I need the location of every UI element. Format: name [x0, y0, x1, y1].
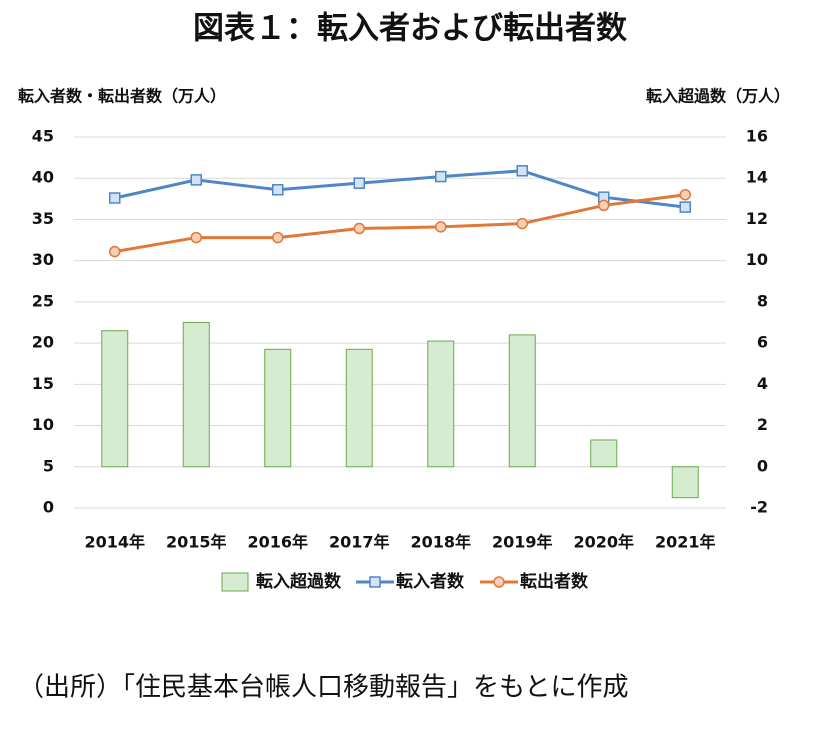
x-tick-label: 2021年 [655, 533, 716, 552]
y-axis-title: 転入者数・転出者数（万人） [18, 87, 226, 106]
bar [590, 439, 618, 468]
line [114, 193, 686, 254]
x-tick-label: 2016年 [247, 533, 308, 552]
bar [101, 330, 129, 468]
x-tick-label: 2014年 [84, 533, 145, 552]
bar [264, 348, 292, 468]
y2-tick-label: 16 [746, 127, 768, 146]
y-tick-label: 15 [32, 374, 54, 393]
chart-title: 図表１：転入者および転出者数 [193, 11, 627, 47]
legend-label: 転入者数 [396, 571, 465, 592]
point [598, 199, 610, 212]
point [190, 231, 202, 244]
bar [345, 348, 373, 468]
y-tick-label: 30 [32, 250, 54, 269]
bar [671, 466, 699, 499]
bar [508, 334, 536, 468]
point [679, 188, 691, 201]
point [435, 170, 447, 183]
legend-marker [493, 576, 505, 588]
legend-label: 転出者数 [520, 571, 589, 592]
point [353, 177, 365, 189]
point [272, 184, 284, 196]
y2-tick-label: 4 [757, 374, 768, 393]
x-tick-label: 2020年 [573, 533, 634, 552]
y2-tick-label: 10 [746, 250, 768, 269]
y2-tick-label: 14 [746, 168, 768, 187]
y-tick-label: 0 [43, 498, 54, 517]
y2-tick-label: -2 [750, 498, 768, 517]
point [272, 231, 284, 244]
point [353, 222, 365, 235]
y2-axis-title: 転入超過数（万人） [646, 87, 790, 106]
legend-swatch [221, 572, 249, 592]
source-note: （出所）「住民基本台帳人口移動報告」をもとに作成 [18, 673, 628, 703]
bar [427, 340, 455, 468]
point [109, 192, 121, 204]
y-tick-label: 5 [43, 456, 54, 475]
y-tick-label: 10 [32, 415, 54, 434]
y-tick-label: 25 [32, 291, 54, 310]
y2-tick-label: 8 [757, 291, 768, 310]
y2-tick-label: 2 [757, 415, 768, 434]
point [435, 221, 447, 233]
point [516, 165, 528, 177]
y-tick-label: 40 [32, 168, 54, 187]
line [114, 169, 686, 209]
y2-tick-label: 0 [757, 456, 768, 475]
legend-label: 転入超過数 [256, 571, 342, 592]
x-tick-label: 2018年 [410, 533, 471, 552]
point [190, 174, 202, 186]
x-tick-label: 2017年 [329, 533, 390, 552]
y2-tick-label: 6 [757, 333, 768, 352]
point [516, 217, 528, 230]
y-tick-label: 45 [32, 127, 54, 146]
legend-marker [369, 576, 381, 588]
point [109, 245, 121, 258]
x-tick-label: 2015年 [166, 533, 227, 552]
y-tick-label: 20 [32, 333, 54, 352]
x-tick-label: 2019年 [492, 533, 553, 552]
point [679, 201, 691, 213]
bar [182, 322, 210, 468]
y2-tick-label: 12 [746, 209, 768, 228]
y-tick-label: 35 [32, 209, 54, 228]
